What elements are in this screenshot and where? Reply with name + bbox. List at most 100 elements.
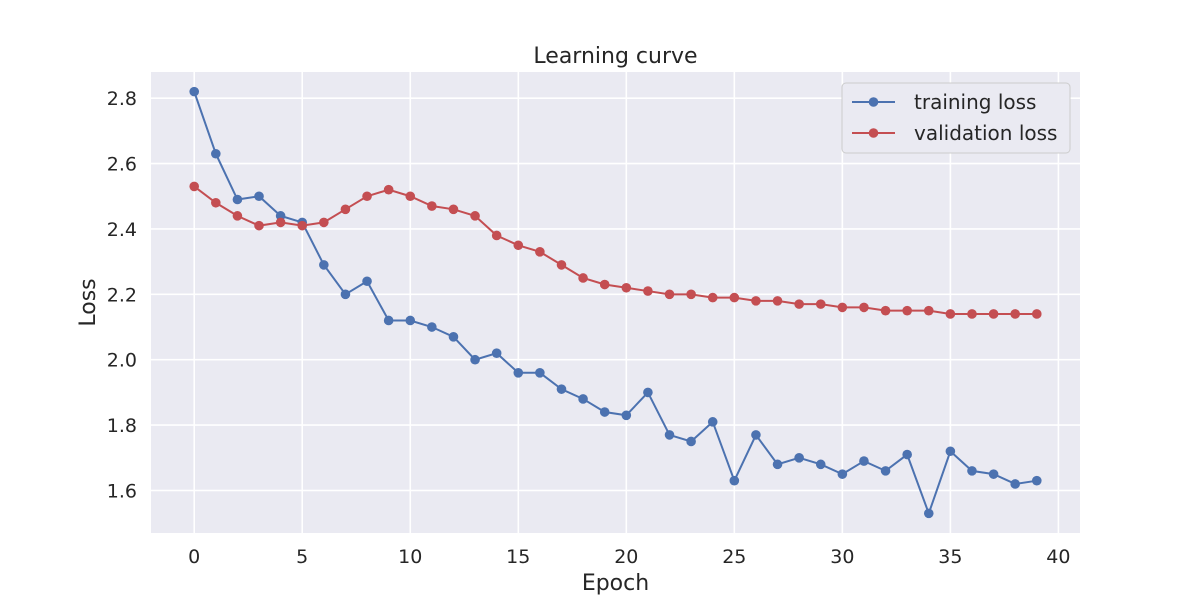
data-point [448, 332, 459, 342]
data-point [297, 220, 308, 231]
x-tick-label: 40 [1046, 546, 1070, 568]
data-point [578, 273, 588, 283]
data-point [902, 449, 912, 460]
data-point [729, 475, 740, 486]
data-point [491, 230, 502, 241]
x-tick-label: 35 [938, 546, 962, 568]
data-point [362, 191, 372, 202]
data-point [643, 387, 653, 398]
data-point [1010, 479, 1020, 489]
data-point [923, 305, 934, 316]
data-point [535, 247, 545, 257]
x-tick-label: 10 [398, 546, 422, 568]
data-point [513, 240, 524, 251]
data-point [556, 384, 567, 394]
data-point [707, 417, 718, 427]
data-point [383, 184, 394, 195]
data-point [988, 309, 999, 319]
legend-label: training loss [914, 90, 1036, 114]
data-point [556, 260, 567, 270]
data-point [578, 394, 588, 404]
x-tick-label: 20 [614, 546, 638, 568]
x-tick-label: 5 [296, 546, 308, 568]
data-point [621, 282, 632, 293]
data-point [427, 322, 437, 332]
y-tick-label: 2.6 [107, 154, 137, 176]
data-point [319, 217, 329, 228]
data-point [707, 292, 718, 303]
data-point [837, 469, 848, 479]
y-axis-label: Loss [76, 278, 101, 326]
data-point [815, 299, 826, 309]
data-point [686, 289, 696, 300]
y-tick-label: 1.6 [107, 480, 137, 502]
data-point [643, 286, 653, 296]
data-point [491, 348, 502, 358]
data-point [275, 217, 286, 228]
data-point [254, 191, 264, 202]
data-point [859, 302, 869, 313]
x-tick-labels: 0 5 10 15 20 25 30 35 40 [188, 546, 1070, 568]
data-point [988, 469, 999, 479]
data-point [362, 276, 372, 287]
series-layer [189, 86, 1042, 519]
x-axis-label: Epoch [582, 571, 649, 596]
y-tick-label: 2.4 [107, 219, 137, 241]
data-point [945, 446, 956, 457]
data-point [1031, 309, 1042, 319]
data-point [794, 299, 804, 309]
data-point [1010, 309, 1020, 319]
data-point [815, 459, 826, 470]
x-tick-label: 15 [506, 546, 530, 568]
series-validation [189, 181, 1042, 319]
data-point [751, 296, 761, 306]
data-point [189, 86, 200, 97]
x-tick-label: 30 [830, 546, 854, 568]
data-point [945, 309, 956, 319]
chart-title: Learning curve [533, 44, 697, 69]
data-point [664, 430, 675, 440]
data-point [383, 315, 394, 326]
data-point [599, 407, 610, 417]
data-point [211, 197, 221, 208]
data-point [340, 289, 351, 300]
x-tick-label: 0 [188, 546, 200, 568]
data-point [967, 466, 977, 476]
data-point [837, 302, 848, 313]
series-line [193, 185, 1037, 315]
data-point [340, 204, 351, 215]
legend-frame [841, 82, 1071, 154]
data-point [967, 309, 977, 319]
data-point [319, 260, 329, 270]
data-point [621, 410, 632, 421]
data-point [1031, 475, 1042, 486]
data-point [599, 279, 610, 290]
y-tick-label: 1.8 [107, 415, 137, 437]
data-point [902, 305, 912, 316]
data-point [405, 191, 416, 202]
series-line [193, 91, 1037, 517]
y-tick-labels: 1.6 1.8 2.0 2.2 2.4 2.6 2.8 [107, 88, 137, 502]
data-point [751, 430, 761, 440]
y-tick-label: 2.8 [107, 88, 137, 110]
data-point [254, 220, 264, 231]
data-point [772, 296, 783, 306]
legend: training loss validation loss [841, 82, 1071, 154]
data-point [729, 292, 740, 303]
data-point [880, 305, 891, 316]
legend-marker [868, 97, 879, 107]
data-point [686, 436, 696, 447]
data-point [470, 354, 480, 365]
data-point [513, 367, 524, 378]
data-point [535, 367, 545, 378]
data-point [470, 211, 480, 221]
y-tick-label: 2.2 [107, 284, 137, 306]
series-training [189, 86, 1042, 519]
data-point [232, 211, 243, 221]
data-point [664, 289, 675, 300]
data-point [772, 459, 783, 470]
data-point [880, 466, 891, 476]
data-point [794, 453, 804, 463]
legend-marker [868, 128, 879, 138]
